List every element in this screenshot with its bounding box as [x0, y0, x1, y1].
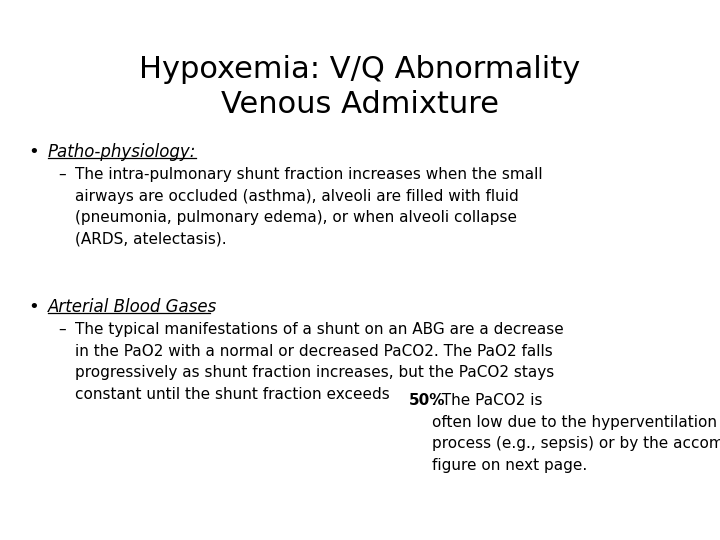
Text: . The PaCO2 is
often low due to the hyperventilation triggered by the disease
pr: . The PaCO2 is often low due to the hype…	[433, 393, 720, 473]
Text: 50%: 50%	[409, 393, 445, 408]
Text: Arterial Blood Gases: Arterial Blood Gases	[48, 298, 217, 316]
Text: The intra-pulmonary shunt fraction increases when the small
airways are occluded: The intra-pulmonary shunt fraction incre…	[75, 167, 543, 247]
Text: The typical manifestations of a shunt on an ABG are a decrease
in the PaO2 with : The typical manifestations of a shunt on…	[75, 322, 564, 402]
Text: Hypoxemia: V/Q Abnormality
Venous Admixture: Hypoxemia: V/Q Abnormality Venous Admixt…	[140, 55, 580, 119]
Text: •: •	[28, 143, 39, 161]
Text: •: •	[28, 298, 39, 316]
Text: –: –	[58, 167, 66, 182]
Text: Patho-physiology:: Patho-physiology:	[48, 143, 197, 161]
Text: –: –	[58, 322, 66, 337]
